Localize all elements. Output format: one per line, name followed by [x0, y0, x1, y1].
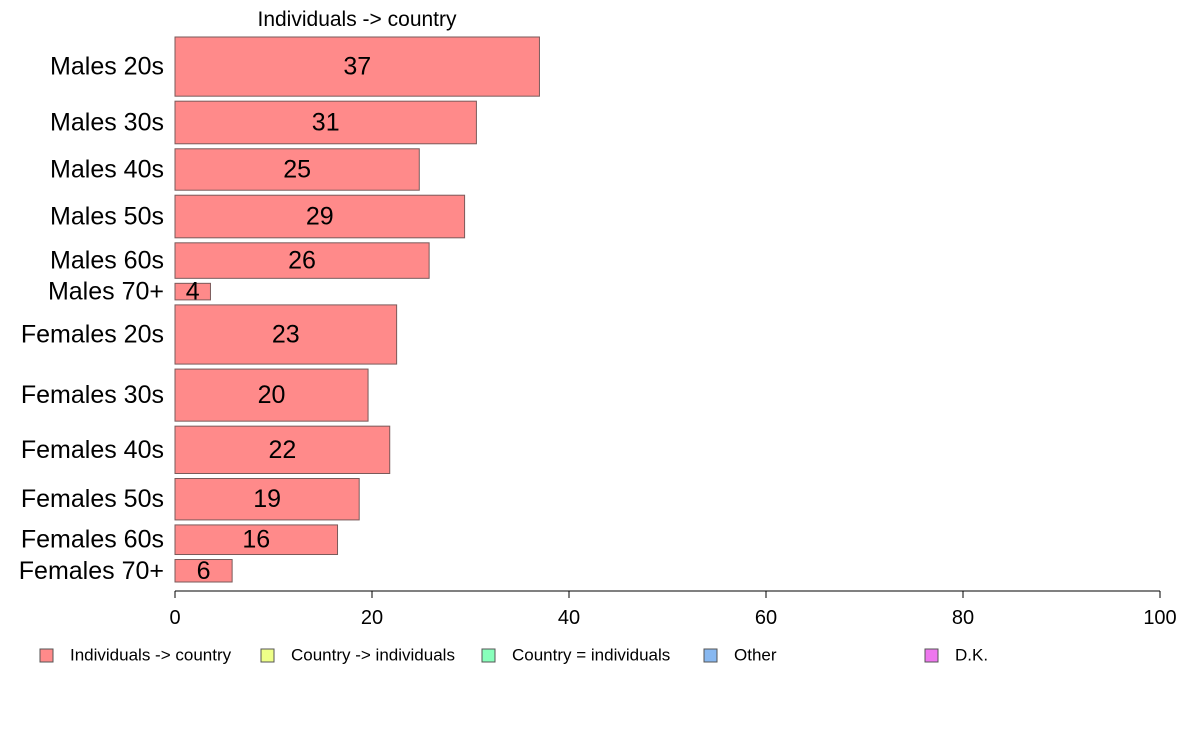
legend-label: D.K. [955, 646, 988, 665]
x-tick-label: 80 [952, 607, 974, 629]
bar [174, 194, 466, 239]
x-tick-label: 40 [558, 607, 580, 629]
bar [174, 242, 430, 279]
category-label: Females 70+ [19, 557, 164, 585]
category-label: Males 40s [50, 156, 164, 184]
category-label: Females 50s [21, 485, 164, 513]
bar [174, 36, 540, 97]
bars-group: Males 20s 37 Males 30s 31 Males 40s 25 Males 5… [19, 36, 540, 585]
value-label: 4 [186, 278, 200, 306]
category-label: Males 60s [50, 247, 164, 275]
category-label: Males 30s [50, 108, 164, 136]
value-label: 20 [258, 381, 286, 409]
value-label: 22 [268, 436, 296, 464]
legend-swatch [39, 648, 54, 663]
bar [174, 282, 211, 301]
legend-swatch [924, 648, 939, 663]
value-label: 29 [306, 203, 334, 231]
bar [174, 148, 420, 191]
category-label: Males 70+ [48, 278, 164, 306]
x-tick-label: 0 [169, 607, 180, 629]
legend-label: Other [734, 646, 777, 665]
bar [174, 524, 339, 556]
legend-label: Country -> individuals [291, 646, 455, 665]
x-tick-label: 60 [755, 607, 777, 629]
bar [174, 368, 369, 422]
category-label: Females 60s [21, 526, 164, 554]
category-label: Females 30s [21, 381, 164, 409]
legend-swatch [703, 648, 718, 663]
x-tick-label: 100 [1143, 607, 1176, 629]
legend-label: Individuals -> country [70, 646, 232, 665]
chart-title: Individuals -> country [257, 8, 457, 31]
category-label: Males 20s [50, 53, 164, 81]
value-label: 25 [283, 156, 311, 184]
value-label: 31 [312, 108, 340, 136]
category-label: Females 20s [21, 320, 164, 348]
value-label: 16 [242, 526, 270, 554]
category-label: Females 40s [21, 436, 164, 464]
value-label: 19 [253, 485, 281, 513]
category-label: Males 50s [50, 203, 164, 231]
legend: Individuals -> country Country -> individ… [39, 646, 988, 665]
bar [174, 304, 398, 365]
legend-label: Country = individuals [512, 646, 670, 665]
value-label: 26 [288, 247, 316, 275]
bar [174, 425, 391, 474]
x-axis: 0 20 40 60 80 100 [169, 590, 1177, 629]
bar [174, 100, 477, 145]
value-label: 37 [343, 53, 371, 81]
legend-swatch [260, 648, 275, 663]
value-label: 6 [197, 557, 211, 585]
x-tick-label: 20 [361, 607, 383, 629]
legend-swatch [481, 648, 496, 663]
bar [174, 477, 360, 521]
bar [174, 559, 233, 583]
value-label: 23 [272, 320, 300, 348]
